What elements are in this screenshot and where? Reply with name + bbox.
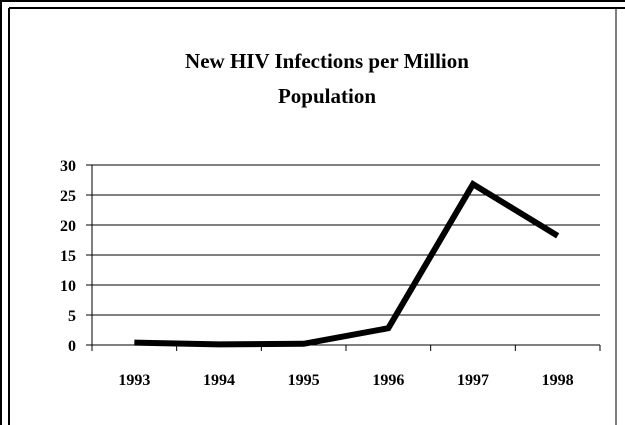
x-tick-label-1998: 1998	[542, 372, 574, 389]
x-tick-label-1995: 1995	[288, 372, 320, 389]
series-line	[134, 180, 560, 348]
y-tick-label-25: 25	[60, 188, 76, 205]
tick-labels: 0 5 10 15 20 25 30 1993 1994 1995 1996 1997 1998	[60, 158, 574, 389]
x-tick-label-1994: 1994	[203, 372, 235, 389]
x-tick-label-1996: 1996	[372, 372, 404, 389]
y-tick-label-30: 30	[60, 158, 76, 175]
series-layer	[134, 180, 560, 348]
y-tick-label-20: 20	[60, 218, 76, 235]
chart-title-line-1: New HIV Infections per Million	[185, 49, 469, 73]
chart-title-line-2: Population	[278, 84, 376, 108]
axes	[86, 164, 601, 351]
gridlines	[92, 164, 600, 316]
x-tick-label-1997: 1997	[457, 372, 489, 389]
y-tick-label-10: 10	[60, 278, 76, 295]
y-tick-label-0: 0	[68, 338, 76, 355]
x-tick-label-1993: 1993	[118, 372, 150, 389]
y-tick-label-15: 15	[60, 248, 76, 265]
y-tick-label-5: 5	[68, 308, 76, 325]
